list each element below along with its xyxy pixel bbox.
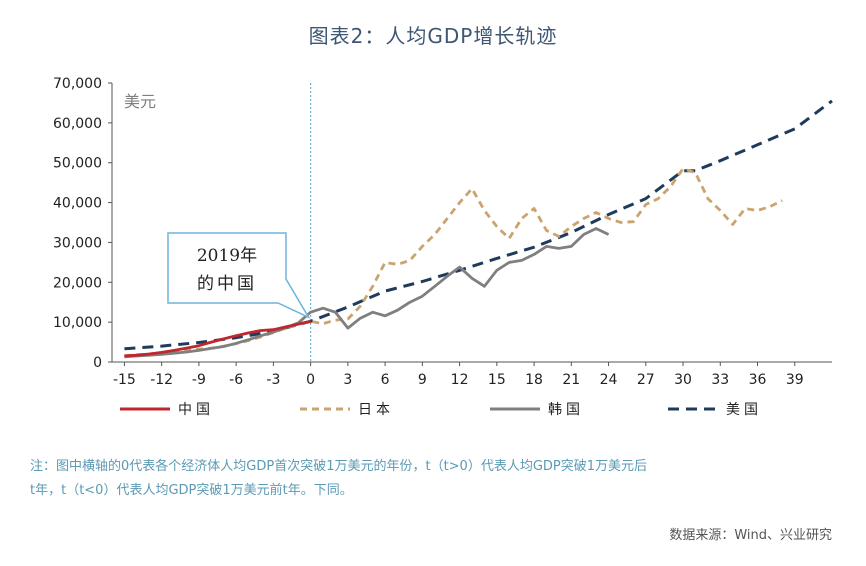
annotation-line-1: 2019年 bbox=[197, 246, 257, 266]
series-line-0 bbox=[124, 319, 311, 358]
legend-label-2: 韩国 bbox=[548, 402, 584, 418]
y-tick-label: 70,000 bbox=[53, 76, 102, 92]
note-line-1: 注：图中横轴的0代表各个经济体人均GDP首次突破1万美元的年份，t（t>0）代表… bbox=[30, 459, 648, 474]
y-tick-label: 50,000 bbox=[53, 156, 102, 172]
x-tick-label: -15 bbox=[113, 372, 136, 388]
x-tick-label: 21 bbox=[562, 372, 580, 388]
x-tick-label: 6 bbox=[381, 372, 390, 388]
legend-label-0: 中国 bbox=[178, 402, 214, 418]
note-line-2: t年，t（t<0）代表人均GDP突破1万美元前t年。下同。 bbox=[30, 483, 353, 498]
data-source: 数据来源：Wind、兴业研究 bbox=[669, 528, 832, 543]
chart-series bbox=[124, 99, 833, 359]
chart-legend: 中国 日本 韩国 美国 bbox=[120, 402, 762, 418]
legend-label-1: 日本 bbox=[358, 402, 394, 418]
x-tick-label: -6 bbox=[229, 372, 243, 388]
chart-note: 注：图中横轴的0代表各个经济体人均GDP首次突破1万美元的年份，t（t>0）代表… bbox=[30, 455, 840, 503]
x-tick-label: 15 bbox=[488, 372, 506, 388]
x-tick-label: 18 bbox=[525, 372, 543, 388]
x-tick-label: 27 bbox=[637, 372, 655, 388]
x-tick-label: 24 bbox=[600, 372, 618, 388]
x-tick-label: -3 bbox=[266, 372, 280, 388]
chart-title: 图表2：人均GDP增长轨迹 bbox=[308, 24, 558, 48]
axis-ticks: 0 10,000 20,000 30,000 40,000 50,000 60,000 70,… bbox=[53, 76, 804, 388]
y-axis-unit-label: 美元 bbox=[124, 92, 156, 111]
x-tick-label: 36 bbox=[749, 372, 767, 388]
y-tick-label: 20,000 bbox=[53, 275, 102, 291]
x-tick-label: 33 bbox=[711, 372, 729, 388]
series-line-3 bbox=[124, 99, 833, 351]
series-line-2 bbox=[124, 227, 610, 359]
annotation-line-2: 的中国 bbox=[197, 274, 257, 294]
line-chart: 0 10,000 20,000 30,000 40,000 50,000 60,000 70,… bbox=[53, 76, 833, 418]
y-tick-label: 30,000 bbox=[53, 235, 102, 251]
y-tick-label: 40,000 bbox=[53, 196, 102, 212]
x-tick-label: 39 bbox=[786, 372, 804, 388]
y-tick-label: 60,000 bbox=[53, 116, 102, 132]
x-tick-label: -9 bbox=[192, 372, 206, 388]
x-tick-label: -12 bbox=[150, 372, 173, 388]
y-tick-label: 10,000 bbox=[53, 315, 102, 331]
chart-axes bbox=[111, 83, 832, 363]
legend-label-3: 美国 bbox=[726, 402, 762, 418]
y-tick-label: 0 bbox=[93, 355, 102, 371]
x-tick-label: 9 bbox=[418, 372, 427, 388]
annotation-box bbox=[167, 232, 311, 320]
x-tick-label: 3 bbox=[343, 372, 352, 388]
x-tick-label: 12 bbox=[451, 372, 469, 388]
x-tick-label: 0 bbox=[306, 372, 315, 388]
x-tick-label: 30 bbox=[674, 372, 692, 388]
